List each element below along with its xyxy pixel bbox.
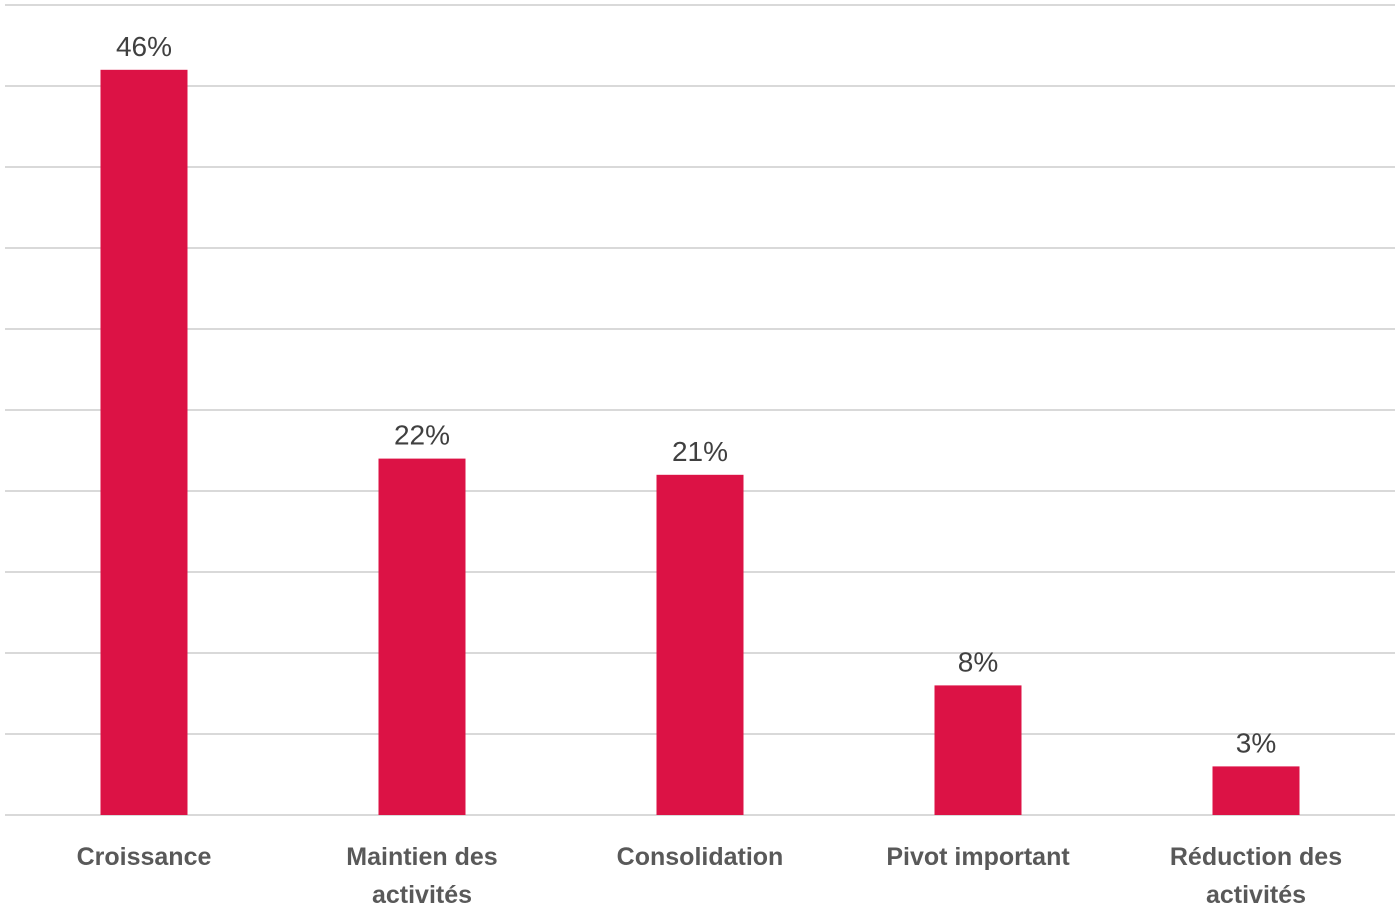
category-labels: Croissance Maintien des activités Consolida…: [77, 843, 1343, 909]
data-label: 8%: [958, 646, 998, 677]
bar: [100, 69, 188, 816]
category-tick-label: Croissance: [77, 843, 212, 871]
data-label: 3%: [1236, 727, 1276, 758]
bar: [1212, 766, 1300, 815]
bar: [656, 474, 744, 815]
data-label: 21%: [672, 436, 728, 467]
bar: [378, 458, 466, 815]
data-label: 22%: [394, 420, 450, 451]
bars: [100, 69, 1300, 816]
data-label: 46%: [116, 31, 172, 62]
category-tick-label: Maintien des activités: [346, 843, 497, 909]
value-labels: 46% 22% 21% 8% 3%: [116, 31, 1276, 759]
category-tick-label: Consolidation: [617, 843, 784, 871]
category-tick-label: Réduction des activités: [1170, 843, 1342, 909]
bar: [934, 685, 1022, 815]
category-tick-label: Pivot important: [886, 843, 1070, 871]
